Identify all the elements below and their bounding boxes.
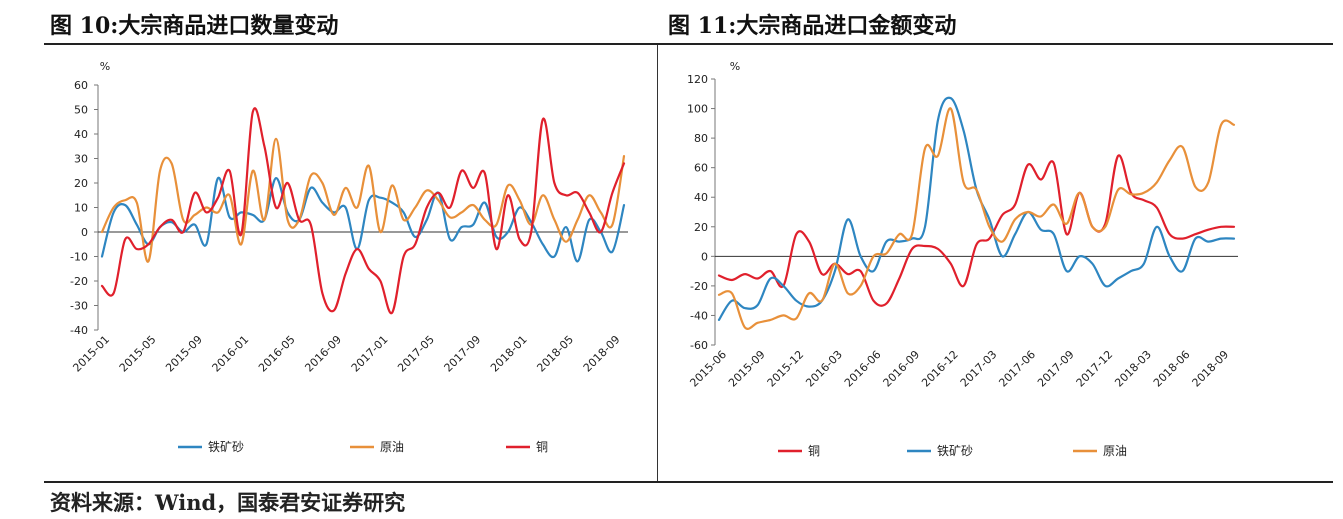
top-rule bbox=[44, 43, 1333, 45]
x-tick-label: 2017-06 bbox=[996, 348, 1038, 390]
y-tick-label: 60 bbox=[694, 162, 708, 175]
series-line-原油 bbox=[100, 137, 626, 263]
y-tick-label: 20 bbox=[694, 221, 708, 234]
series-line-原油 bbox=[717, 107, 1236, 330]
x-tick-label: 2017-05 bbox=[395, 333, 437, 375]
y-tick-label: 10 bbox=[74, 202, 88, 215]
y-unit-label: % bbox=[730, 60, 740, 73]
y-tick-label: -60 bbox=[690, 339, 708, 352]
y-tick-label: -40 bbox=[690, 309, 708, 322]
y-tick-label: -20 bbox=[70, 275, 88, 288]
x-tick-label: 2016-06 bbox=[842, 348, 884, 390]
x-tick-label: 2015-05 bbox=[117, 333, 159, 375]
x-tick-label: 2016-03 bbox=[803, 348, 845, 390]
bottom-rule bbox=[44, 481, 1333, 483]
y-tick-label: -40 bbox=[70, 324, 88, 337]
y-tick-label: 0 bbox=[701, 250, 708, 263]
y-tick-label: 30 bbox=[74, 153, 88, 166]
x-tick-label: 2017-03 bbox=[958, 348, 1000, 390]
x-tick-label: 2015-06 bbox=[687, 348, 729, 390]
x-tick-label: 2015-09 bbox=[163, 333, 205, 375]
x-tick-label: 2016-12 bbox=[919, 348, 961, 390]
x-tick-label: 2018-09 bbox=[581, 333, 623, 375]
chart-import-volume: -40 -30 -20 -10 0 10 20 30 40 50 60% 2015-01 2015-05… bbox=[70, 60, 628, 454]
legend-label: 铁矿砂 bbox=[937, 444, 973, 458]
x-tick-label: 2016-09 bbox=[302, 333, 344, 375]
x-tick-label: 2015-12 bbox=[765, 348, 807, 390]
y-tick-label: 100 bbox=[687, 103, 708, 116]
series-line-铁矿砂 bbox=[717, 96, 1236, 321]
x-tick-label: 2016-01 bbox=[210, 333, 252, 375]
y-tick-label: -10 bbox=[70, 251, 88, 264]
y-unit-label: % bbox=[100, 60, 110, 73]
legend-label: 铜 bbox=[808, 443, 820, 458]
x-tick-label: 2015-01 bbox=[70, 333, 112, 375]
series-line-铜 bbox=[100, 107, 626, 315]
x-tick-label: 2018-09 bbox=[1190, 348, 1232, 390]
series-line-铜 bbox=[717, 154, 1236, 307]
legend-label: 原油 bbox=[380, 440, 404, 454]
x-tick-label: 2017-09 bbox=[1035, 348, 1077, 390]
y-tick-label: 50 bbox=[74, 104, 88, 117]
y-tick-label: 60 bbox=[74, 79, 88, 92]
x-tick-label: 2018-06 bbox=[1151, 348, 1193, 390]
y-tick-label: 40 bbox=[74, 128, 88, 141]
y-tick-label: -30 bbox=[70, 300, 88, 313]
y-tick-label: 40 bbox=[694, 191, 708, 204]
x-tick-label: 2015-09 bbox=[726, 348, 768, 390]
legend-label: 铁矿砂 bbox=[208, 440, 244, 454]
chart-import-value: -60-40-20020406080100120%2015-062015-092… bbox=[687, 60, 1238, 458]
figure-10-title: 图 10:大宗商品进口数量变动 bbox=[50, 13, 339, 39]
source-note: 资料来源：Wind，国泰君安证券研究 bbox=[50, 490, 406, 515]
y-tick-label: -20 bbox=[690, 280, 708, 293]
figure-11-title: 图 11:大宗商品进口金额变动 bbox=[668, 13, 957, 39]
x-tick-label: 2018-03 bbox=[1112, 348, 1154, 390]
x-tick-label: 2017-12 bbox=[1074, 348, 1116, 390]
x-tick-label: 2018-01 bbox=[488, 333, 530, 375]
panel-divider bbox=[657, 45, 658, 481]
x-tick-label: 2016-09 bbox=[881, 348, 923, 390]
y-tick-label: 120 bbox=[687, 73, 708, 86]
x-tick-label: 2016-05 bbox=[256, 333, 298, 375]
legend-label: 原油 bbox=[1103, 444, 1127, 458]
y-tick-label: 20 bbox=[74, 177, 88, 190]
legend-label: 铜 bbox=[536, 439, 548, 454]
y-tick-label: 80 bbox=[694, 132, 708, 145]
x-tick-label: 2017-09 bbox=[442, 333, 484, 375]
x-tick-label: 2018-05 bbox=[534, 333, 576, 375]
series-line-铁矿砂 bbox=[100, 176, 626, 263]
y-tick-label: 0 bbox=[81, 226, 88, 239]
x-tick-label: 2017-01 bbox=[349, 333, 391, 375]
